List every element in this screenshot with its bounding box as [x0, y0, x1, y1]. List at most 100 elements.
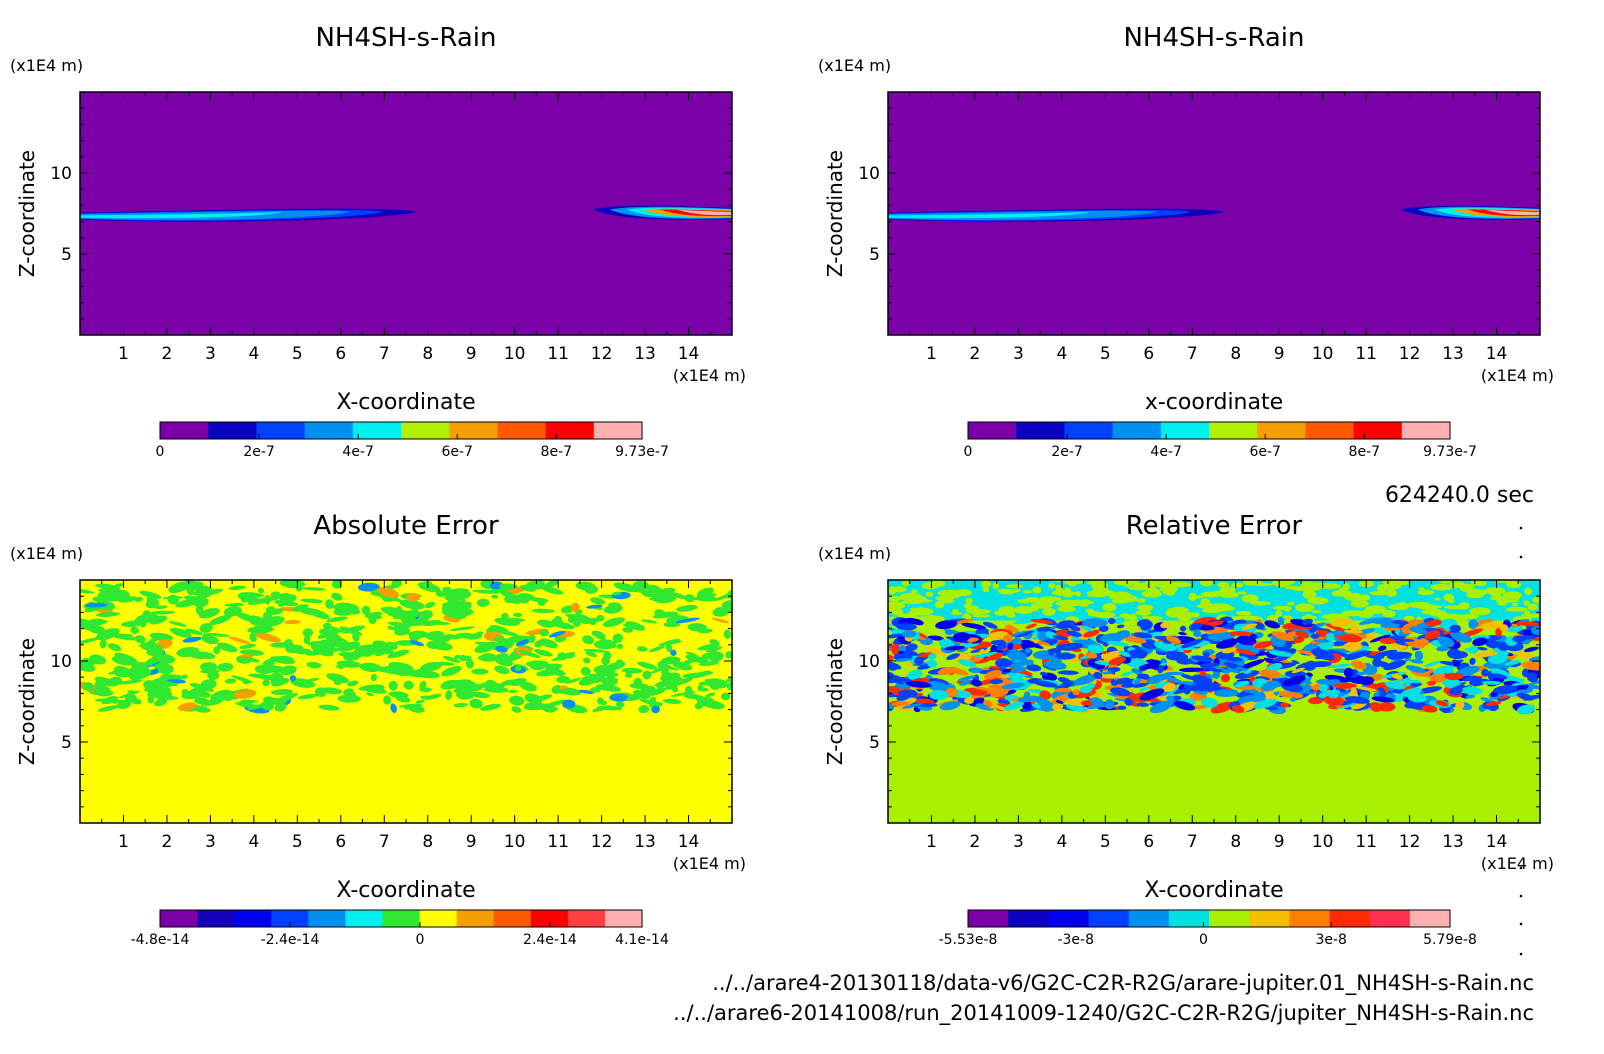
rain-contour — [1484, 209, 1540, 216]
x-axis-label: X-coordinate — [336, 878, 475, 903]
noise-blob — [1515, 621, 1539, 627]
noise-blob — [554, 615, 562, 623]
noise-blob — [1254, 640, 1273, 649]
x-tick-label: 13 — [1442, 344, 1464, 364]
speckle — [1462, 613, 1480, 620]
noise-blob — [1232, 704, 1245, 714]
noise-blob — [85, 620, 109, 628]
noise-blob — [600, 641, 617, 648]
colorbar-label: 3e-8 — [1315, 932, 1346, 948]
x-tick-label: 5 — [292, 344, 303, 364]
colorbar-swatch — [1305, 422, 1355, 439]
x-tick-label: 7 — [379, 832, 390, 852]
noise-blob — [456, 690, 475, 700]
colorbar-label: 5.79e-8 — [1423, 932, 1477, 948]
noise-blob — [365, 692, 374, 697]
noise-blob — [238, 700, 259, 704]
x-tick-label: 12 — [1399, 832, 1421, 852]
speckle — [1311, 609, 1322, 614]
noise-blob — [386, 666, 409, 676]
noise-blob — [440, 666, 462, 677]
x-tick-label: 8 — [422, 344, 433, 364]
noise-blob — [295, 582, 303, 592]
noise-blob — [1311, 648, 1335, 661]
colorbar-swatch — [1008, 910, 1049, 927]
noise-blob — [1386, 651, 1413, 660]
y-tick-label: 5 — [869, 245, 880, 265]
speckle — [939, 598, 955, 604]
noise-blob — [442, 592, 467, 602]
x-tick-label: 10 — [1312, 344, 1334, 364]
speckle — [1403, 615, 1415, 621]
speckle — [1201, 608, 1223, 614]
noise-blob — [99, 639, 107, 649]
noise-blob — [1234, 670, 1260, 679]
colorbar-swatch — [271, 910, 309, 927]
noise-blob — [158, 693, 171, 702]
noise-blob — [1343, 641, 1363, 652]
noise-blob — [425, 630, 445, 641]
x-tick-label: 12 — [1399, 344, 1421, 364]
file-path-2: ../../arare6-20141008/run_20141009-1240/… — [673, 1001, 1534, 1026]
noise-blob — [541, 586, 564, 595]
noise-blob — [95, 628, 120, 641]
noise-blob — [491, 594, 499, 599]
noise-blob — [697, 643, 720, 651]
noise-blob — [1517, 651, 1536, 661]
noise-blob — [1030, 619, 1054, 624]
x-tick-label: 9 — [466, 344, 477, 364]
noise-blob — [399, 599, 425, 610]
noise-blob — [708, 649, 720, 658]
noise-blob — [964, 697, 975, 704]
speckle — [1201, 591, 1219, 598]
noise-blob — [408, 631, 420, 642]
noise-blob — [1090, 697, 1104, 707]
noise-blob — [270, 689, 293, 695]
noise-blob — [1338, 692, 1346, 697]
noise-blob — [1100, 650, 1123, 660]
noise-blob — [1228, 631, 1253, 636]
noise-blob — [905, 661, 913, 667]
noise-blob — [388, 691, 409, 699]
noise-blob — [583, 657, 591, 664]
speckle — [1523, 600, 1531, 606]
speckle — [1385, 589, 1398, 597]
noise-blob — [229, 602, 242, 607]
plot-area — [888, 92, 1540, 335]
colorbar-swatch — [345, 910, 383, 927]
margin-dot — [1519, 555, 1523, 559]
noise-blob — [1487, 653, 1508, 664]
colorbar-swatch — [160, 422, 209, 439]
speckle — [1080, 602, 1087, 607]
noise-blob — [1436, 646, 1449, 652]
noise-blob — [1193, 629, 1202, 638]
speckle — [1511, 602, 1519, 607]
tick-marks — [887, 579, 1541, 824]
x-tick-label: 10 — [1312, 832, 1334, 852]
noise-blob — [726, 677, 732, 682]
noise-blob — [84, 602, 108, 608]
noise-blob — [570, 602, 580, 613]
x-tick-label: 11 — [1355, 344, 1377, 364]
noise-blob — [557, 652, 567, 661]
colorbar-swatch — [1168, 910, 1210, 927]
x-tick-label: 13 — [634, 344, 656, 364]
noise-blob — [1369, 701, 1382, 712]
speckle — [1009, 589, 1021, 593]
noise-blob — [1220, 673, 1231, 683]
noise-blob — [1037, 641, 1050, 646]
colorbar-swatch — [1088, 910, 1130, 927]
colorbar-label: 4e-7 — [1150, 444, 1181, 460]
noise-blob — [209, 614, 233, 626]
noise-blob — [1350, 624, 1359, 632]
noise-blob — [533, 649, 553, 657]
noise-blob — [888, 674, 902, 684]
speckle — [1102, 602, 1117, 612]
noise-blob — [986, 631, 1009, 641]
noise-blob — [1373, 649, 1398, 658]
x-tick-label: 14 — [678, 832, 700, 852]
noise-blob — [1392, 638, 1415, 642]
noise-blob — [1324, 674, 1350, 683]
noise-blob — [121, 620, 147, 627]
colorbar-label: -3e-8 — [1057, 932, 1094, 948]
